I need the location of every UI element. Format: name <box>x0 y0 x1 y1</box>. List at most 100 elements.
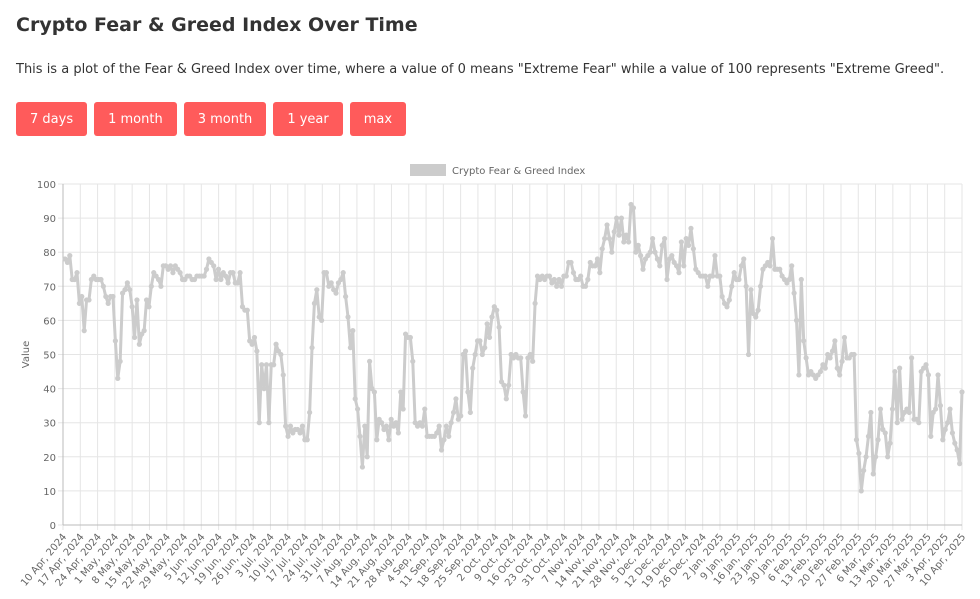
data-point[interactable] <box>462 348 469 354</box>
data-point[interactable] <box>546 273 553 279</box>
data-point[interactable] <box>861 467 867 474</box>
data-point[interactable] <box>767 263 773 269</box>
data-point[interactable] <box>374 437 380 443</box>
data-point[interactable] <box>215 266 222 272</box>
data-point[interactable] <box>743 283 749 289</box>
data-point[interactable] <box>865 433 872 439</box>
data-point[interactable] <box>127 287 133 293</box>
data-point[interactable] <box>278 351 284 358</box>
data-point[interactable] <box>225 280 231 286</box>
range-1-year-button[interactable]: 1 year <box>273 102 343 136</box>
data-point[interactable] <box>892 368 898 375</box>
data-point[interactable] <box>673 263 680 269</box>
data-point[interactable] <box>230 270 236 276</box>
data-point[interactable] <box>477 338 483 344</box>
data-point[interactable] <box>597 270 603 276</box>
data-point[interactable] <box>793 317 800 323</box>
data-point[interactable] <box>520 389 526 395</box>
data-point[interactable] <box>949 430 956 436</box>
data-point[interactable] <box>263 362 270 368</box>
data-point[interactable] <box>518 355 524 361</box>
data-point[interactable] <box>362 423 368 429</box>
data-point[interactable] <box>652 249 658 255</box>
data-point[interactable] <box>143 297 150 303</box>
data-point[interactable] <box>599 246 605 252</box>
data-point[interactable] <box>383 423 389 429</box>
data-point[interactable] <box>741 256 747 262</box>
data-point[interactable] <box>676 270 682 276</box>
data-point[interactable] <box>122 287 128 293</box>
data-point[interactable] <box>801 338 807 344</box>
data-point[interactable] <box>712 253 718 259</box>
data-point[interactable] <box>945 420 951 426</box>
data-point[interactable] <box>738 263 744 269</box>
data-point[interactable] <box>484 321 490 327</box>
data-point[interactable] <box>530 358 536 364</box>
data-point[interactable] <box>501 382 507 388</box>
data-point[interactable] <box>237 270 243 276</box>
data-point[interactable] <box>340 270 346 276</box>
data-point[interactable] <box>494 307 500 313</box>
data-point[interactable] <box>115 375 121 381</box>
data-point[interactable] <box>947 406 953 412</box>
data-point[interactable] <box>681 263 687 269</box>
data-point[interactable] <box>705 283 711 289</box>
data-point[interactable] <box>177 270 183 276</box>
data-point[interactable] <box>909 355 915 361</box>
data-point[interactable] <box>635 242 641 248</box>
data-point[interactable] <box>434 430 440 436</box>
data-point[interactable] <box>925 372 932 378</box>
data-point[interactable] <box>328 280 334 286</box>
data-point[interactable] <box>659 242 665 248</box>
data-point[interactable] <box>556 276 562 283</box>
data-point[interactable] <box>822 365 828 371</box>
data-point[interactable] <box>438 447 445 453</box>
data-point[interactable] <box>343 293 349 300</box>
data-point[interactable] <box>482 345 488 351</box>
data-point[interactable] <box>957 461 963 467</box>
data-point[interactable] <box>496 324 502 330</box>
data-point[interactable] <box>916 420 922 426</box>
data-point[interactable] <box>678 239 684 245</box>
data-point[interactable] <box>933 406 939 412</box>
data-point[interactable] <box>578 273 584 279</box>
data-point[interactable] <box>616 232 622 238</box>
data-point[interactable] <box>755 307 761 313</box>
data-point[interactable] <box>261 386 267 392</box>
data-point[interactable] <box>400 406 406 412</box>
data-point[interactable] <box>935 372 941 378</box>
data-point[interactable] <box>407 334 413 341</box>
data-point[interactable] <box>657 263 663 269</box>
range-max-button[interactable]: max <box>349 102 407 136</box>
data-point[interactable] <box>563 273 569 279</box>
data-point[interactable] <box>753 314 759 320</box>
data-point[interactable] <box>345 314 351 320</box>
data-point[interactable] <box>323 270 330 276</box>
data-point[interactable] <box>959 389 965 395</box>
data-point[interactable] <box>786 276 792 283</box>
data-point[interactable] <box>873 454 879 460</box>
data-point[interactable] <box>256 420 262 426</box>
data-point[interactable] <box>259 362 265 368</box>
data-point[interactable] <box>868 409 874 416</box>
data-point[interactable] <box>74 270 80 276</box>
data-point[interactable] <box>839 358 845 364</box>
data-point[interactable] <box>858 488 864 494</box>
data-point[interactable] <box>887 440 893 446</box>
data-point[interactable] <box>479 351 485 358</box>
data-point[interactable] <box>558 283 565 289</box>
data-point[interactable] <box>522 413 529 419</box>
data-point[interactable] <box>203 266 210 272</box>
data-point[interactable] <box>851 351 857 358</box>
data-point[interactable] <box>136 341 142 347</box>
data-point[interactable] <box>129 304 135 310</box>
data-point[interactable] <box>685 242 692 248</box>
data-point[interactable] <box>647 249 653 255</box>
data-point[interactable] <box>419 423 425 429</box>
data-point[interactable] <box>757 283 764 289</box>
data-point[interactable] <box>829 348 836 354</box>
data-point[interactable] <box>201 273 207 279</box>
data-point[interactable] <box>410 358 416 364</box>
data-point[interactable] <box>928 433 934 439</box>
data-point[interactable] <box>942 426 948 433</box>
